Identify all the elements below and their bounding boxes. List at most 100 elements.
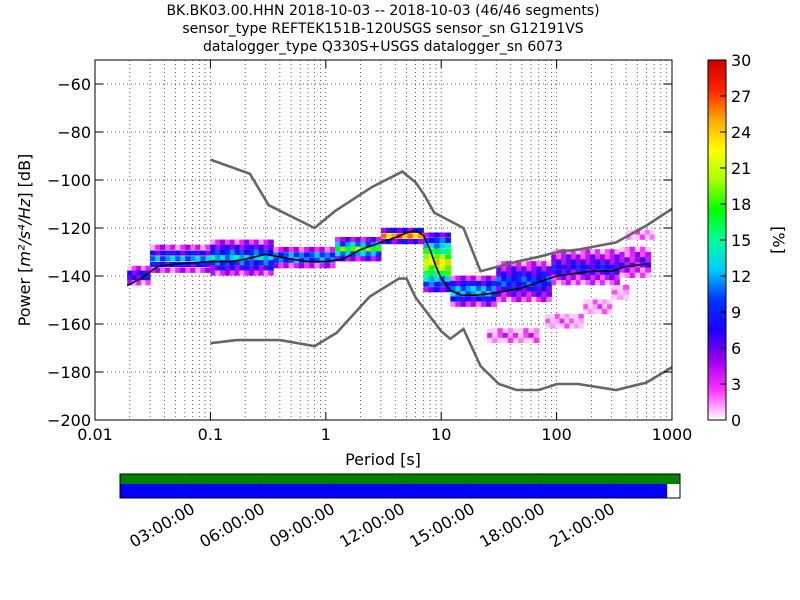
psd-cell (585, 254, 591, 260)
psd-cell (541, 291, 547, 297)
psd-cell (592, 304, 599, 310)
psd-cell (444, 237, 451, 244)
psd-cell (561, 264, 567, 270)
psd-cell (180, 261, 186, 268)
psd-cell (175, 267, 181, 273)
psd-cell (559, 318, 565, 324)
psd-cell (541, 271, 547, 277)
psd-cell (496, 281, 502, 287)
psd-cell (634, 272, 641, 278)
psd-cell (546, 261, 552, 267)
psd-cell (131, 265, 137, 271)
psd-cell (428, 237, 435, 244)
psd-cell (573, 323, 580, 329)
psd-cell (253, 260, 260, 266)
psd-cell (630, 234, 637, 240)
psd-cell (428, 276, 435, 282)
y-axis-ticks: −60 −80 −100 −120 −140 −160 −180 −200 (47, 75, 672, 430)
psd-cell (288, 252, 295, 258)
psd-cell (617, 289, 624, 295)
psd-cell (516, 271, 522, 277)
psd-cell (258, 260, 265, 266)
psd-cell (278, 252, 285, 258)
psd-cell (423, 254, 430, 260)
psd-cell (229, 239, 236, 245)
psd-cell (268, 249, 274, 256)
colorbar: 0 3 6 9 12 15 18 21 24 27 30 (707, 51, 751, 430)
coverage-time-label: 21:00:00 (546, 499, 618, 551)
psd-cell (599, 249, 606, 255)
psd-cell (365, 246, 372, 252)
psd-cell (597, 304, 603, 310)
psd-cell (480, 296, 487, 302)
psd-cell (599, 274, 606, 281)
psd-cell (470, 291, 477, 297)
psd-cell (569, 318, 575, 324)
psd-cell (516, 261, 522, 267)
psd-cell (160, 244, 166, 250)
psd-cell (175, 256, 181, 262)
psd-cell (624, 252, 631, 258)
psd-cell (550, 323, 556, 329)
psd-cell (580, 259, 586, 265)
psd-cell (619, 262, 626, 268)
psd-cell (624, 267, 631, 273)
psd-cell (131, 280, 137, 286)
psd-cell (614, 249, 620, 255)
psd-cell (131, 270, 137, 276)
psd-cell (644, 229, 651, 235)
psd-cell (418, 239, 424, 245)
psd-cell (611, 285, 618, 291)
colorbar-tick-label: 18 (731, 195, 751, 214)
psd-cell (288, 257, 295, 263)
psd-cell (626, 234, 632, 240)
psd-cell (480, 280, 487, 286)
psd-cell (334, 251, 341, 257)
psd-cell (434, 232, 441, 238)
psd-cell (602, 304, 608, 310)
psd-cell (533, 333, 540, 339)
psd-cell (258, 244, 265, 250)
psd-cell (244, 239, 250, 245)
psd-cell (602, 299, 608, 305)
x-tick-label: 10 (431, 425, 451, 444)
coverage-time-label: 12:00:00 (336, 499, 408, 551)
y-axis-title-suffix: ] [dB] (15, 154, 34, 199)
psd-cell (460, 286, 467, 292)
psd-cell (518, 337, 524, 343)
psd-cell (521, 281, 527, 287)
psd-cell (298, 246, 305, 253)
psd-cell (570, 280, 577, 286)
noise-model-low-line (210, 277, 672, 392)
psd-cell (486, 296, 492, 302)
psd-cell (629, 267, 636, 273)
y-tick-label: −160 (47, 315, 91, 334)
psd-cell (220, 239, 226, 245)
psd-cell (324, 263, 331, 269)
psd-cell (595, 254, 601, 260)
psd-cell (536, 296, 542, 303)
psd-cell (597, 299, 603, 305)
psd-cell (136, 270, 142, 276)
psd-cell (541, 266, 547, 272)
psd-cell (215, 255, 221, 261)
psd-cell (150, 250, 156, 256)
psd-cell (239, 244, 245, 250)
psd-cell (444, 287, 451, 293)
psd-cell (155, 256, 161, 262)
psd-cell (561, 254, 567, 260)
psd-cell (536, 266, 542, 272)
psd-cell (521, 276, 527, 282)
psd-cell (239, 239, 245, 245)
coverage-bottom-bar (120, 484, 668, 498)
psd-cell (304, 252, 310, 258)
psd-cell (370, 237, 377, 243)
psd-cell (215, 265, 221, 271)
psd-cell (324, 246, 331, 253)
colorbar-tick-label: 0 (731, 411, 741, 430)
psd-cell (190, 244, 196, 250)
colorbar-tick-label: 24 (731, 123, 751, 142)
psd-cell (455, 301, 462, 307)
psd-cell (487, 328, 493, 334)
psd-cell (491, 280, 497, 286)
